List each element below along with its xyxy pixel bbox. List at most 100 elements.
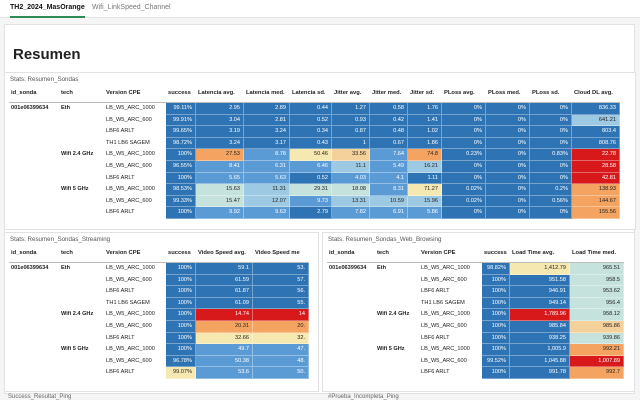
web-col-header[interactable]: Load Time avg. — [512, 250, 555, 256]
web-cell: LB_W5_ARC_1000 — [421, 265, 470, 271]
streaming-cell — [9, 321, 59, 333]
sondas-table-row: 001e06399634 Eth LB_W5_ARC_1000 99.11% 2.95 2… — [9, 103, 620, 115]
sondas-col-header[interactable]: Latencia med. — [246, 90, 285, 96]
sondas-cell: 0.02% — [442, 195, 486, 208]
streaming-col-header[interactable]: Version CPE — [106, 250, 141, 256]
sondas-table-row: TH1 LB6 SAGEM 98.72% 3.24 3.17 0.43 1 0.67 1.86… — [9, 137, 620, 150]
streaming-header-row: id_sonda tech Version CPE success Video Spee… — [9, 248, 309, 263]
sondas-cell — [9, 196, 59, 208]
streaming-table-row: LB_W5_ARC_600 100% 61.59 57. — [9, 274, 309, 287]
sondas-col-header[interactable]: id_sonda — [11, 90, 37, 96]
sondas-cell: 836.33 — [572, 103, 620, 115]
web-col-header[interactable]: tech — [377, 250, 389, 256]
sondas-table-row: Wifi 2.4 GHz LB_W5_ARC_1000 100% 27.53 8.78 5… — [9, 149, 620, 161]
sondas-col-header[interactable]: Latencia avg. — [198, 90, 235, 96]
streaming-panel: Stats. Resumen_Sondas_Streaming id_sonda… — [4, 232, 319, 392]
web-cell — [375, 286, 419, 298]
streaming-col-header[interactable]: tech — [61, 250, 73, 256]
sondas-cell: 2.95 — [196, 103, 244, 115]
sondas-cell: 0% — [442, 172, 486, 185]
sondas-col-header[interactable]: PLoss sd. — [532, 90, 560, 96]
web-table-row: LBF6 ARLT 100% 991.78 992.7 — [327, 367, 624, 379]
sondas-col-header[interactable]: Cloud DL avg. — [574, 90, 613, 96]
sondas-table-row: LBF6 ARLT 100% 9.92 9.63 2.79 7.82 6.91 5.86 0% 0… — [9, 207, 620, 219]
streaming-col-header[interactable]: success — [168, 250, 191, 256]
web-cell: 949.14 — [510, 297, 570, 310]
tab-th2-2024-masorange[interactable]: TH2_2024_MasOrange — [10, 0, 85, 18]
streaming-cell: LBF6 ARLT — [106, 288, 135, 295]
tab-wifi-linkspeed-channel[interactable]: Wifi_LinkSpeed_Channel — [92, 4, 171, 11]
sondas-cell: 6.31 — [244, 161, 290, 173]
sondas-cell: 5.86 — [408, 207, 442, 219]
streaming-cell: Eth — [61, 265, 71, 271]
sondas-cell: 7.64 — [370, 149, 408, 161]
web-cell — [375, 356, 419, 368]
web-table-row: Wifi 5 GHz LB_W5_ARC_1000 100% 1,005.9 992.2… — [327, 344, 624, 356]
sondas-cell: 5.65 — [196, 172, 244, 185]
sondas-col-header[interactable]: Jitter avg. — [334, 90, 362, 96]
web-cell — [327, 309, 375, 321]
streaming-cell: 100% — [166, 274, 196, 287]
web-cell: Eth — [377, 265, 387, 271]
sondas-cell: 15.47 — [196, 195, 244, 208]
sondas-col-header[interactable]: Version CPE — [106, 90, 141, 96]
sondas-cell: 0% — [530, 207, 572, 219]
sondas-col-header[interactable]: Jitter sd. — [410, 90, 435, 96]
sondas-cell — [9, 126, 59, 138]
sondas-cell: LB_W5_ARC_600 — [106, 197, 152, 204]
web-table-row: LBF6 ARLT 100% 946.91 953.62 — [327, 286, 624, 298]
sondas-cell: LBF6 ARLT — [106, 128, 135, 135]
sondas-cell: 0% — [442, 137, 486, 150]
sondas-cell: 27.53 — [196, 149, 244, 161]
web-col-header[interactable]: id_sonda — [329, 250, 355, 256]
streaming-cell — [59, 275, 104, 287]
sondas-cell — [9, 161, 59, 173]
streaming-col-header[interactable]: Video Speed me — [255, 250, 300, 256]
sondas-cell — [59, 196, 104, 208]
web-cell — [327, 333, 375, 345]
web-panel: Stats. Resumen_Sondas_Web_Browsing id_so… — [322, 232, 635, 392]
sondas-col-header[interactable]: PLoss med. — [488, 90, 521, 96]
sondas-cell: 96.55% — [166, 161, 196, 173]
sondas-cell: 18.08 — [332, 184, 370, 196]
streaming-col-header[interactable]: id_sonda — [11, 250, 37, 256]
sondas-cell: 7.82 — [332, 207, 370, 219]
sondas-col-header[interactable]: PLoss avg. — [444, 90, 475, 96]
sondas-table-row: LB_W5_ARC_600 99.91% 3.04 2.81 0.52 0.93 0.42 1… — [9, 114, 620, 127]
sondas-col-header[interactable]: Latencia sd. — [292, 90, 326, 96]
sondas-cell: 33.56 — [332, 149, 370, 161]
web-cell: 992.7 — [570, 367, 624, 379]
web-col-header[interactable]: success — [484, 250, 507, 256]
streaming-cell: 100% — [166, 344, 196, 356]
sondas-cell: 2.89 — [244, 103, 290, 115]
sondas-cell: 74.8 — [408, 149, 442, 161]
web-table-row: LB_W5_ARC_600 100% 951.58 958.5 — [327, 274, 624, 287]
streaming-cell: 001e06399634 — [11, 265, 49, 271]
sondas-col-header[interactable]: success — [168, 90, 191, 96]
web-col-header[interactable]: Version CPE — [421, 250, 456, 256]
sondas-header-row: id_sonda tech Version CPE success Latencia a… — [9, 88, 620, 103]
web-cell: 100% — [482, 332, 510, 345]
sondas-cell: 12.07 — [244, 195, 290, 208]
web-col-header[interactable]: Load Time med. — [572, 250, 617, 256]
streaming-cell: 100% — [166, 263, 196, 275]
sondas-cell: 0% — [486, 207, 530, 219]
sondas-cell: 98.53% — [166, 184, 196, 196]
sondas-cell: 0.23% — [442, 149, 486, 161]
web-cell: 965.51 — [570, 263, 624, 275]
sondas-cell: 0.52 — [290, 172, 332, 185]
web-cell: LBF6 ARLT — [421, 288, 450, 295]
web-cell — [375, 367, 419, 379]
web-cell: 951.58 — [510, 274, 570, 287]
web-cell: LB_W5_ARC_600 — [421, 357, 467, 364]
web-cell: LBF6 ARLT — [421, 334, 450, 341]
streaming-col-header[interactable]: Video Speed avg. — [198, 250, 246, 256]
sondas-cell: 0% — [442, 126, 486, 138]
sondas-cell: 3.19 — [196, 126, 244, 138]
sondas-cell: 808.76 — [572, 137, 620, 150]
sondas-cell: 1 — [332, 137, 370, 150]
web-table-row: TH1 LB6 SAGEM 100% 949.14 956.4 — [327, 297, 624, 310]
sondas-col-header[interactable]: Jitter med. — [372, 90, 402, 96]
sondas-col-header[interactable]: tech — [61, 90, 73, 96]
streaming-cell: 50.38 — [196, 355, 253, 368]
